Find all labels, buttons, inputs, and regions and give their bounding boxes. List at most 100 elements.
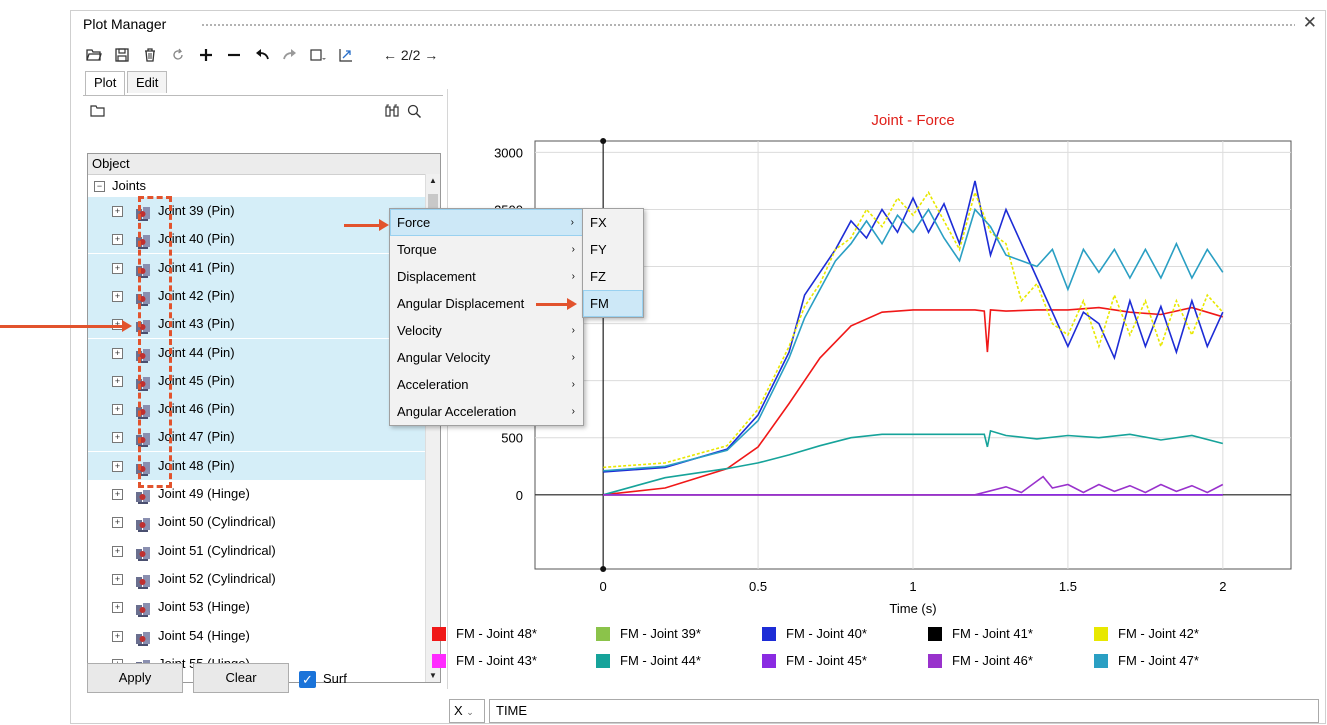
- submenu-item[interactable]: FZ: [590, 269, 606, 284]
- tree-item[interactable]: + Joint 47 (Pin): [88, 423, 426, 452]
- callout-arrow-head: [379, 219, 389, 231]
- x-axis-select[interactable]: X ⌄: [449, 699, 485, 723]
- expand-icon[interactable]: +: [112, 432, 123, 444]
- tree-item-label: Joint 42 (Pin): [158, 287, 235, 303]
- joint-icon: [134, 515, 152, 533]
- legend-swatch: [432, 654, 446, 668]
- x-tick-label: 2: [1219, 579, 1226, 594]
- redo-icon[interactable]: [279, 44, 301, 66]
- undo-icon[interactable]: [251, 44, 273, 66]
- tree-item[interactable]: + Joint 48 (Pin): [88, 451, 426, 480]
- checkbox-dropdown-icon[interactable]: [307, 44, 329, 66]
- tree-item[interactable]: + Joint 51 (Cylindrical): [88, 537, 426, 565]
- submenu-item[interactable]: FY: [590, 242, 607, 257]
- tree-item[interactable]: + Joint 46 (Pin): [88, 395, 426, 424]
- legend-swatch: [596, 654, 610, 668]
- expand-icon[interactable]: +: [112, 489, 123, 500]
- left-panel: [83, 95, 443, 686]
- delete-icon[interactable]: [139, 44, 161, 66]
- expand-icon[interactable]: +: [112, 347, 123, 359]
- close-icon[interactable]: ✕: [1302, 13, 1317, 32]
- drag-grip[interactable]: [201, 23, 1295, 27]
- plot-manager-window: Plot Manager ✕ ← 2/2 → Plot Edit Object …: [70, 10, 1326, 724]
- scrollbar-thumb[interactable]: [428, 194, 438, 214]
- apply-button[interactable]: Apply: [87, 663, 183, 693]
- collapse-icon[interactable]: −: [94, 181, 105, 192]
- legend-label: FM - Joint 40*: [786, 626, 867, 641]
- tree-item[interactable]: + Joint 41 (Pin): [88, 253, 426, 282]
- legend-swatch: [762, 627, 776, 641]
- tree-item[interactable]: + Joint 52 (Cylindrical): [88, 565, 426, 593]
- find-icon[interactable]: [381, 100, 403, 122]
- callout-arrow: [0, 325, 122, 328]
- series-line: [603, 475, 1224, 496]
- tree-item[interactable]: + Joint 50 (Cylindrical): [88, 508, 426, 536]
- menu-item[interactable]: Torque ›: [390, 236, 583, 263]
- legend-label: FM - Joint 41*: [952, 626, 1033, 641]
- tree-item-label: Joint 46 (Pin): [158, 401, 235, 417]
- tree-item-label: Joint 44 (Pin): [158, 344, 235, 360]
- tree-item-label: Joint 52 (Cylindrical): [158, 570, 276, 586]
- callout-arrow-head: [567, 298, 577, 310]
- tab-edit[interactable]: Edit: [127, 71, 168, 93]
- tree-item-label: Joint 39 (Pin): [158, 203, 235, 218]
- submenu-item[interactable]: FM: [583, 290, 643, 317]
- tree-item[interactable]: + Joint 53 (Hinge): [88, 593, 426, 621]
- export-plot-icon[interactable]: [335, 44, 357, 66]
- chevron-right-icon: ›: [571, 325, 575, 336]
- expand-icon[interactable]: +: [112, 545, 123, 557]
- submenu-item[interactable]: FX: [590, 215, 607, 230]
- expand-icon[interactable]: +: [112, 517, 123, 529]
- expand-icon[interactable]: +: [112, 375, 123, 387]
- tree-item-label: Joint 54 (Hinge): [158, 627, 250, 643]
- menu-item[interactable]: Velocity ›: [390, 317, 583, 344]
- expand-icon[interactable]: +: [112, 573, 123, 585]
- scroll-down-icon[interactable]: ▼: [429, 671, 437, 680]
- remove-icon[interactable]: [223, 44, 245, 66]
- expand-icon[interactable]: +: [112, 206, 123, 217]
- expand-icon[interactable]: +: [112, 460, 123, 472]
- chevron-right-icon: ›: [570, 217, 574, 228]
- clear-button[interactable]: Clear: [193, 663, 289, 693]
- menu-item[interactable]: Force ›: [390, 209, 583, 236]
- expand-icon[interactable]: +: [112, 602, 123, 614]
- tree-item-label: Joint 50 (Cylindrical): [158, 514, 276, 530]
- tree-item[interactable]: + Joint 49 (Hinge): [88, 480, 426, 508]
- scroll-up-icon[interactable]: ▲: [429, 176, 437, 185]
- legend-swatch: [596, 627, 610, 641]
- y-tick-label: 0: [516, 488, 523, 503]
- tree-item[interactable]: + Joint 42 (Pin): [88, 281, 426, 310]
- expand-icon[interactable]: +: [112, 234, 123, 246]
- tab-plot[interactable]: Plot: [85, 71, 126, 95]
- expand-icon[interactable]: +: [112, 404, 123, 416]
- menu-item[interactable]: Acceleration ›: [390, 371, 583, 398]
- menu-item[interactable]: Angular Acceleration ›: [390, 398, 583, 425]
- x-expression-field[interactable]: TIME: [489, 699, 1319, 723]
- tree-item[interactable]: + Joint 54 (Hinge): [88, 622, 426, 650]
- open-folder-icon[interactable]: [87, 100, 109, 122]
- y-tick-label: 500: [501, 431, 523, 446]
- tree-item[interactable]: + Joint 45 (Pin): [88, 366, 426, 395]
- callout-arrow: [536, 303, 568, 306]
- joint-icon: [134, 629, 152, 646]
- menu-item[interactable]: Displacement ›: [390, 263, 583, 290]
- expand-icon[interactable]: +: [112, 630, 123, 642]
- open-folder-icon[interactable]: [83, 44, 105, 66]
- save-icon[interactable]: [111, 44, 133, 66]
- tree-item[interactable]: + Joint 39 (Pin): [88, 197, 426, 225]
- expand-icon[interactable]: +: [112, 262, 123, 274]
- search-icon[interactable]: [403, 100, 425, 122]
- selection-callout-box: [138, 196, 172, 488]
- expand-icon[interactable]: +: [112, 290, 123, 302]
- tree-root-joints[interactable]: − Joints: [88, 175, 426, 197]
- x-tick-label: 1: [909, 579, 916, 594]
- surf-checkbox[interactable]: ✓: [299, 671, 316, 688]
- refresh-icon[interactable]: [167, 44, 189, 66]
- page-navigator[interactable]: ← 2/2 →: [383, 47, 439, 63]
- menu-item[interactable]: Angular Velocity ›: [390, 344, 583, 371]
- legend-label: FM - Joint 48*: [456, 626, 537, 641]
- axis-marker: [600, 138, 607, 144]
- x-tick-label: 0.5: [749, 579, 767, 594]
- tree-item[interactable]: +Joint 43 (Pin): [88, 310, 426, 339]
- add-icon[interactable]: [195, 44, 217, 66]
